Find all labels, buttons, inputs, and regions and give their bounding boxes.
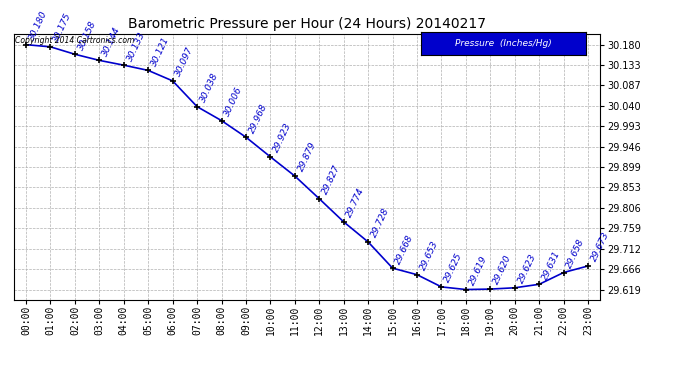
Text: 29.923: 29.923 (272, 122, 293, 154)
Text: 29.827: 29.827 (321, 164, 342, 196)
Text: 30.180: 30.180 (28, 9, 49, 42)
Text: 29.728: 29.728 (370, 207, 391, 239)
Text: 30.144: 30.144 (101, 25, 122, 58)
Text: 29.658: 29.658 (565, 237, 586, 270)
Text: 29.653: 29.653 (418, 240, 440, 272)
Text: 30.175: 30.175 (52, 12, 73, 44)
Text: 29.631: 29.631 (540, 249, 562, 282)
Text: 29.625: 29.625 (443, 252, 464, 284)
Text: 30.006: 30.006 (223, 86, 244, 118)
Title: Barometric Pressure per Hour (24 Hours) 20140217: Barometric Pressure per Hour (24 Hours) … (128, 17, 486, 31)
Text: 30.038: 30.038 (199, 71, 220, 104)
Text: 30.121: 30.121 (150, 35, 171, 68)
Text: 29.620: 29.620 (492, 254, 513, 286)
Text: 29.879: 29.879 (296, 141, 317, 173)
Text: 30.097: 30.097 (174, 46, 195, 78)
Text: 30.158: 30.158 (77, 19, 98, 51)
Text: Copyright 2014 Cartronics.com: Copyright 2014 Cartronics.com (15, 36, 135, 45)
Text: 30.133: 30.133 (125, 30, 147, 62)
Text: 29.774: 29.774 (345, 187, 366, 219)
Text: 29.619: 29.619 (467, 254, 489, 287)
Text: 29.673: 29.673 (589, 231, 611, 263)
Text: 29.968: 29.968 (247, 102, 269, 134)
Text: 29.668: 29.668 (394, 233, 415, 266)
Text: 29.623: 29.623 (516, 252, 538, 285)
